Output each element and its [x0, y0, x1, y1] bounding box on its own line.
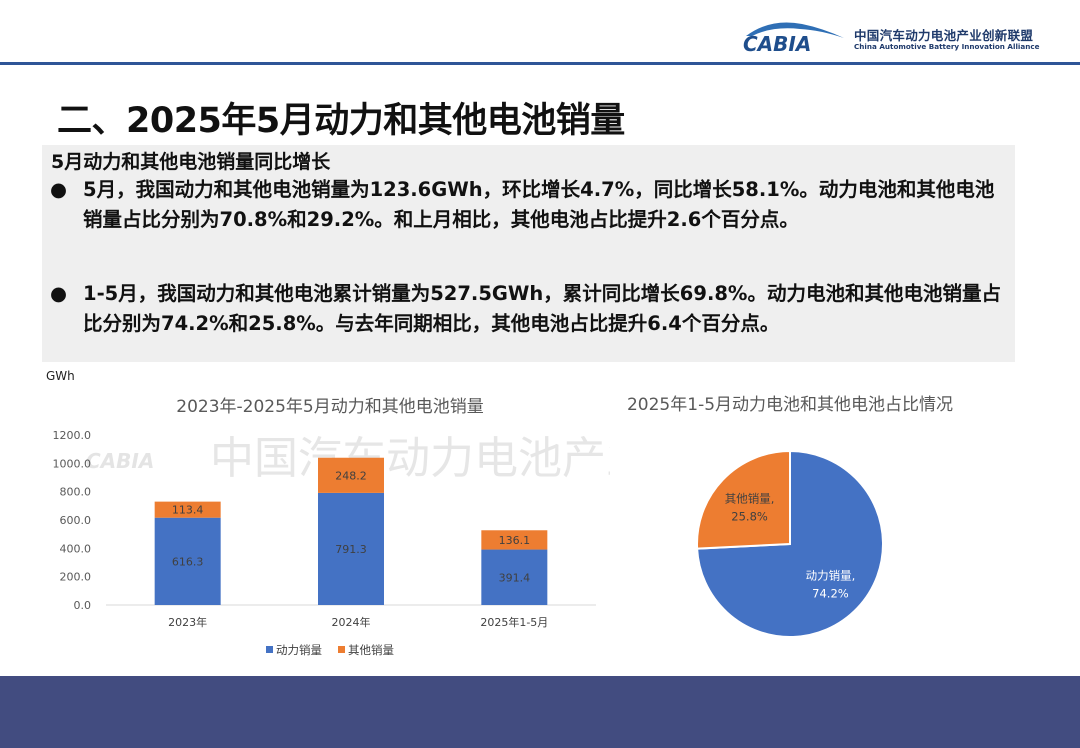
bar-segment	[318, 457, 384, 493]
y-tick-label: 0.0	[74, 599, 92, 612]
page-title: 二、2025年5月动力和其他电池销量	[57, 101, 625, 141]
x-tick-label: 2025年1-5月	[480, 615, 548, 629]
logo-wordmark: CABIA	[743, 32, 811, 56]
header-divider	[0, 62, 1080, 65]
footer-band	[0, 676, 1080, 748]
summary-bullet: ● 1-5月，我国动力和其他电池累计销量为527.5GWh，累计同比增长69.8…	[50, 279, 1005, 338]
pie-slice	[696, 449, 791, 550]
pie-label-value: 25.8%	[731, 510, 768, 524]
y-tick-label: 600.0	[60, 514, 92, 527]
bar-data-label: 136.1	[499, 534, 531, 547]
y-axis-unit: GWh	[46, 369, 75, 383]
bar-segment	[154, 501, 221, 518]
bar-data-label: 248.2	[335, 469, 367, 482]
bar-segment	[318, 492, 384, 605]
org-name-en: China Automotive Battery Innovation Alli…	[854, 42, 1040, 51]
bar-data-label: 791.3	[335, 543, 367, 556]
bar-chart-title: 2023年-2025年5月动力和其他电池销量	[176, 397, 483, 417]
legend-label: 动力销量	[276, 643, 322, 657]
bar-segment	[154, 517, 221, 605]
car-logo-icon: CABIA	[743, 22, 844, 56]
x-tick-label: 2023年	[168, 615, 207, 629]
summary-heading: 5月动力和其他电池销量同比增长	[51, 151, 331, 173]
bar-segment	[481, 530, 548, 550]
y-tick-label: 200.0	[60, 571, 92, 584]
bar-data-label: 391.4	[499, 571, 531, 584]
pie-label-name: 动力销量,	[806, 568, 856, 582]
bullet-text: 5月，我国动力和其他电池销量为123.6GWh，环比增长4.7%，同比增长58.…	[83, 178, 995, 231]
pie-chart-title: 2025年1-5月动力电池和其他电池占比情况	[627, 395, 953, 415]
pie-chart: 2025年1-5月动力电池和其他电池占比情况动力销量, 74.2% 其他销量, 25.…	[600, 380, 1040, 660]
bar-chart: 中国汽车动力电池产业创新联盟 CABIA GWh 2023年-2025年5月动力和其他…	[40, 365, 826, 665]
legend-label: 其他销量	[348, 643, 394, 657]
bar-chart-svg: 中国汽车动力电池产业创新联盟 CABIA GWh 2023年-2025年5月动力和其他…	[46, 369, 826, 657]
legend-swatch	[338, 646, 345, 653]
watermark-logo: CABIA	[86, 449, 154, 473]
y-tick-label: 1000.0	[53, 457, 92, 470]
x-tick-label: 2024年	[332, 615, 371, 629]
summary-bullet: ● 5月，我国动力和其他电池销量为123.6GWh，环比增长4.7%，同比增长5…	[50, 175, 1005, 234]
watermark-text: 中国汽车动力电池产业创新联盟	[210, 433, 610, 484]
bar-data-label: 113.4	[172, 504, 204, 517]
org-name-cn: 中国汽车动力电池产业创新联盟	[854, 28, 1034, 43]
bar-data-label: 616.3	[172, 555, 204, 568]
y-tick-label: 800.0	[60, 486, 92, 499]
summary-box: 5月动力和其他电池销量同比增长 ● 5月，我国动力和其他电池销量为123.6GW…	[42, 145, 1015, 362]
bullet-dot: ●	[50, 178, 68, 201]
bullet-text: 1-5月，我国动力和其他电池累计销量为527.5GWh，累计同比增长69.8%。…	[83, 282, 1001, 335]
pie-label-value: 74.2%	[812, 586, 849, 600]
legend-swatch	[266, 646, 273, 653]
y-tick-label: 400.0	[60, 542, 92, 555]
cabia-logo: CABIA 中国汽车动力电池产业创新联盟 China Automotive Ba…	[740, 16, 1040, 56]
pie-label-name: 其他销量,	[725, 492, 775, 506]
y-tick-label: 1200.0	[53, 429, 92, 442]
bar-segment	[481, 549, 548, 605]
bullet-dot: ●	[50, 282, 68, 305]
header-bar: CABIA 中国汽车动力电池产业创新联盟 China Automotive Ba…	[0, 0, 1080, 65]
